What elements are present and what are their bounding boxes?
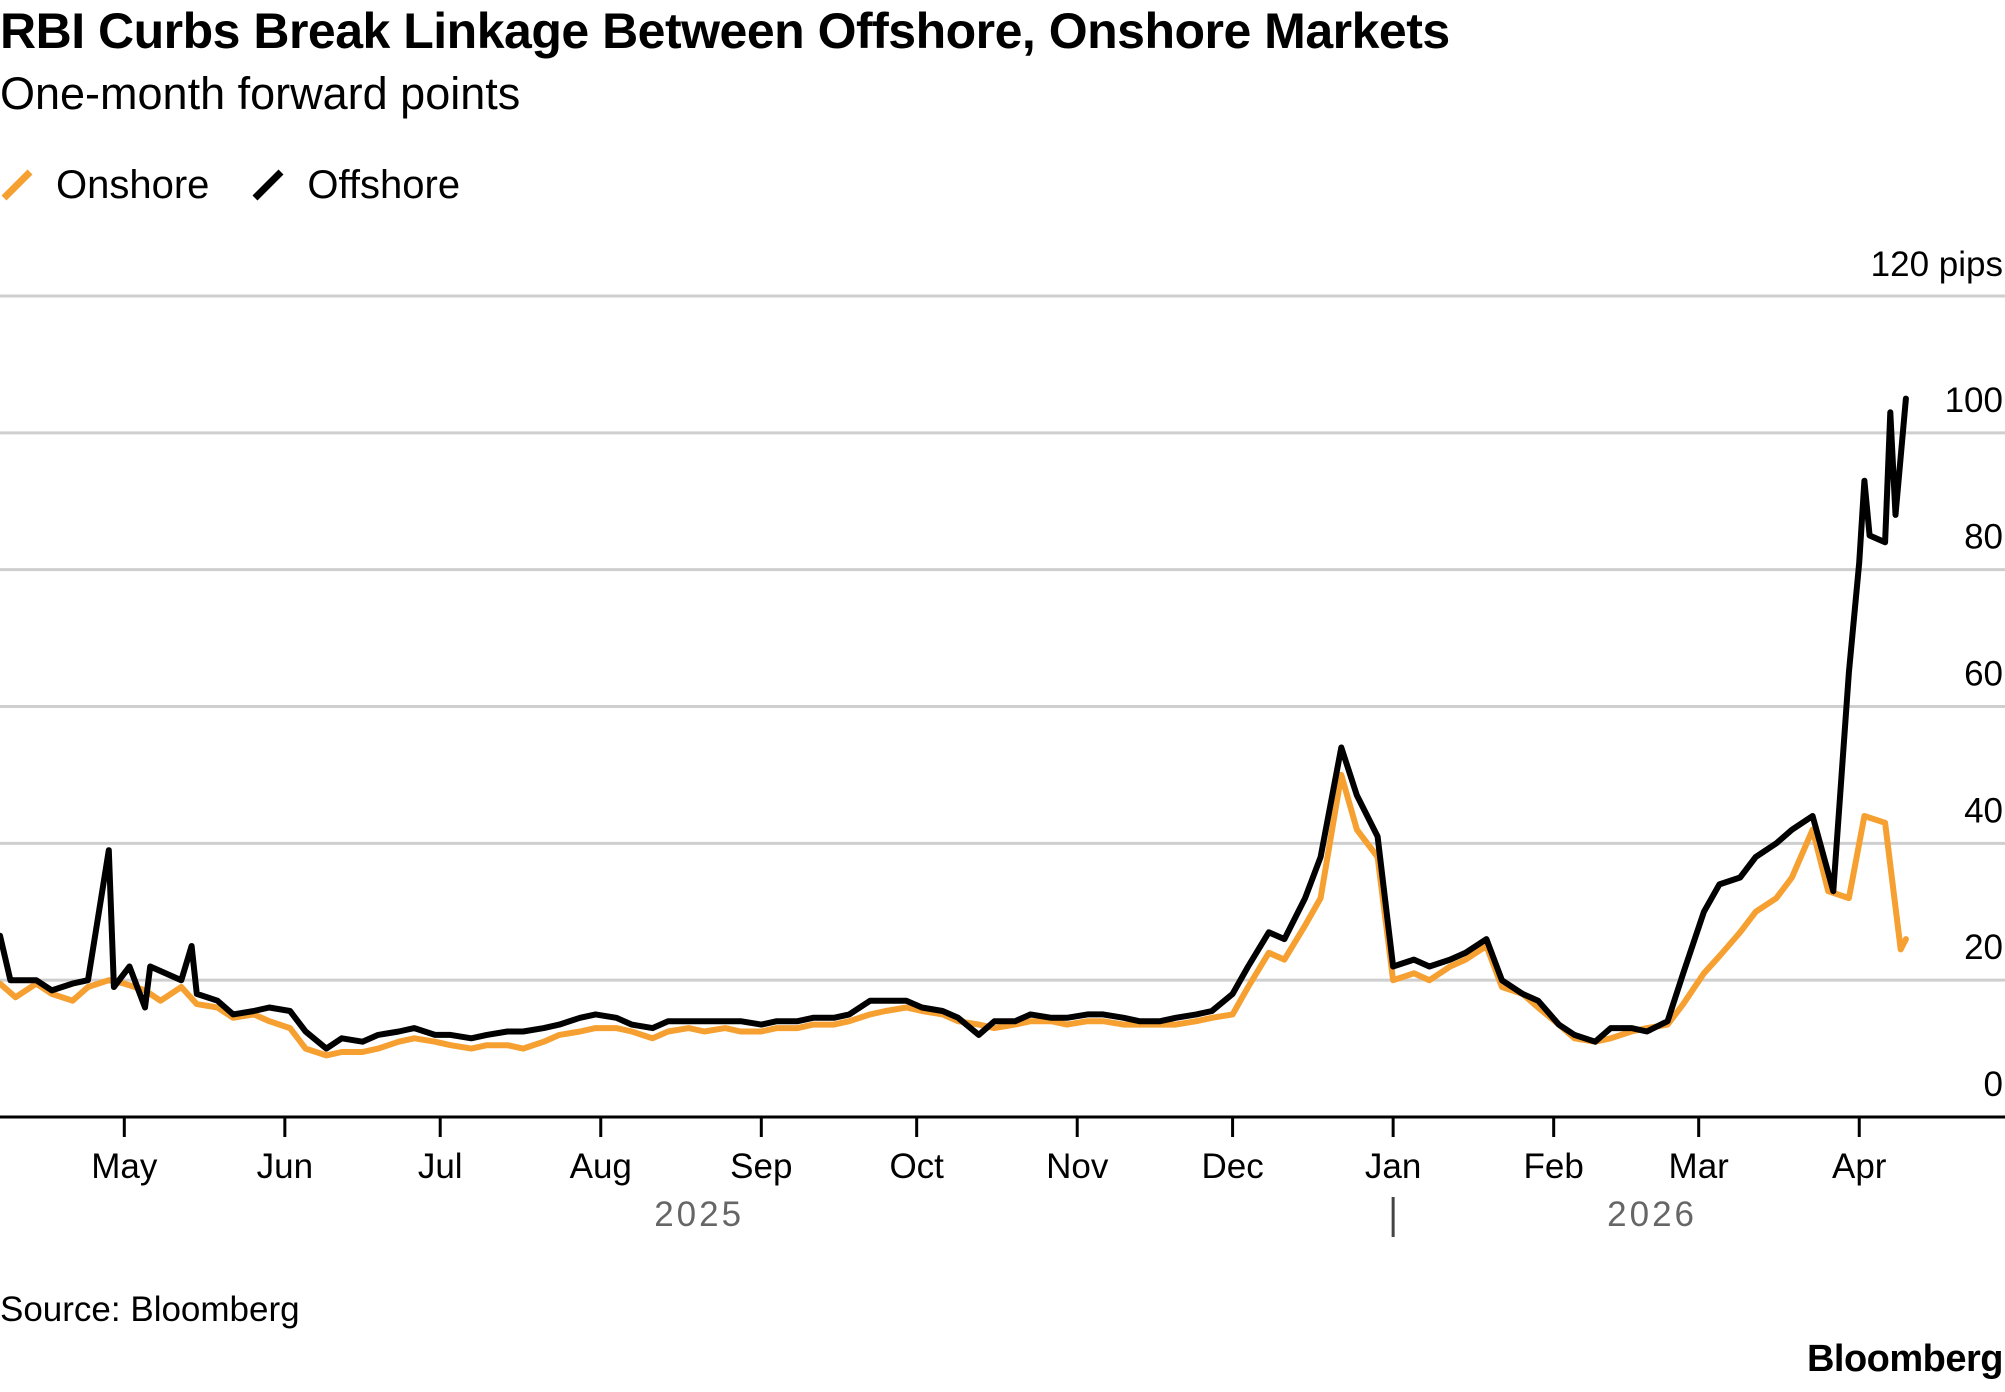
year-label-2025: 2025 (654, 1195, 744, 1234)
x-tick-label-mar: Mar (1669, 1147, 1730, 1186)
legend-swatch-offshore (251, 168, 285, 202)
legend-item-onshore: Onshore (0, 163, 209, 208)
brand-logo: Bloomberg (1806, 1338, 2004, 1380)
x-tick-label-nov: Nov (1046, 1147, 1109, 1186)
x-tick-label-dec: Dec (1201, 1147, 1263, 1186)
x-tick-label-may: May (91, 1147, 158, 1186)
year-label-2026: 2026 (1607, 1195, 1697, 1234)
legend-label-onshore: Onshore (56, 162, 210, 207)
x-tick-label-jul: Jul (418, 1147, 463, 1186)
y-tick-label-60: 60 (1964, 655, 2003, 694)
x-tick-label-jan: Jan (1365, 1147, 1421, 1186)
x-tick-label-aug: Aug (570, 1147, 632, 1186)
y-axis-labels: 0 20 40 60 80 100 120 pips (1871, 245, 2003, 1104)
x-axis: May Jun Jul Aug Sep Oct Nov Dec Jan Feb Mar Apr 2025… (0, 1115, 2005, 1237)
x-tick-label-sep: Sep (730, 1147, 792, 1186)
y-tick-label-80: 80 (1964, 518, 2003, 557)
y-tick-label-20: 20 (1964, 928, 2003, 967)
y-tick-label-40: 40 (1964, 791, 2003, 830)
x-tick-label-jun: Jun (257, 1147, 313, 1186)
gridlines (0, 294, 2005, 982)
series-line-offshore (0, 395, 1909, 1052)
y-tick-label-120: 120 pips (1871, 245, 2003, 284)
source-note: Source: Bloomberg (0, 1290, 300, 1329)
x-tick-label-feb: Feb (1524, 1147, 1584, 1186)
y-tick-label-100: 100 (1945, 381, 2003, 420)
legend-label-offshore: Offshore (307, 162, 461, 207)
chart-subtitle: One-month forward points (0, 68, 521, 119)
x-tick-label-apr: Apr (1832, 1147, 1887, 1186)
legend-item-offshore: Offshore (251, 163, 460, 208)
y-tick-label-0: 0 (1984, 1065, 2003, 1104)
chart-title: RBI Curbs Break Linkage Between Offshore… (0, 3, 1450, 59)
legend-swatch-onshore (0, 168, 34, 202)
legend: Onshore Offshore (0, 160, 502, 210)
series-lines (0, 395, 1909, 1059)
x-tick-label-oct: Oct (889, 1147, 944, 1186)
